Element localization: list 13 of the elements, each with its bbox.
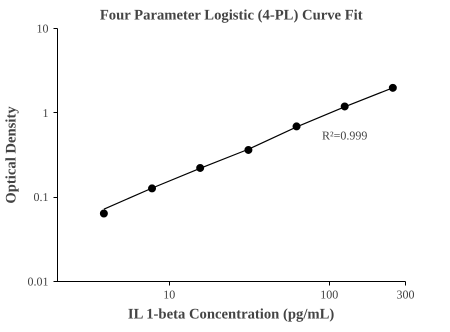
annotation: R²=0.999 [322, 128, 368, 142]
x-axis-title: IL 1-beta Concentration (pg/mL) [128, 306, 334, 322]
x-tick-label: 300 [396, 288, 414, 302]
x-tick-label: 100 [320, 288, 338, 302]
x-tick-label: 10 [163, 288, 176, 302]
y-tick-label: 0.01 [28, 274, 48, 288]
point [100, 210, 108, 218]
y-tick-label: 1 [42, 106, 48, 120]
y-axis-title: Optical Density [4, 106, 20, 204]
point [388, 84, 397, 92]
y-tick-label: 0.1 [34, 190, 48, 204]
y-tick-label: 10 [36, 22, 48, 36]
chart-title: Four Parameter Logistic (4-PL) Curve Fit [100, 8, 363, 24]
